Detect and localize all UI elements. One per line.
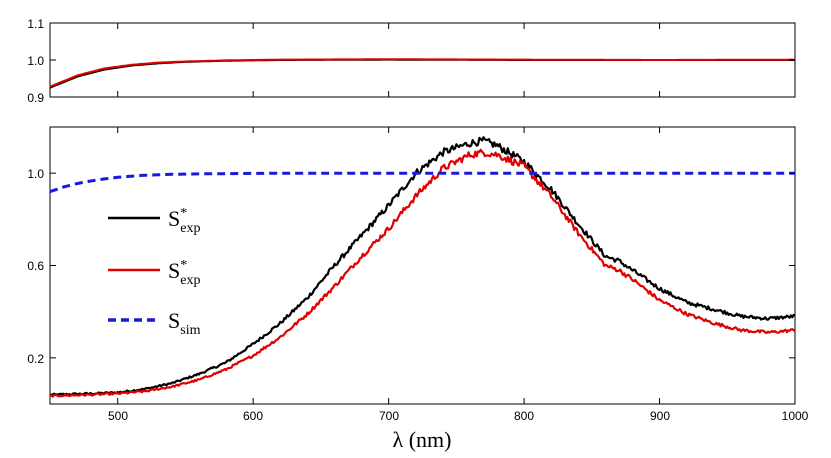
xtick-label: 1000: [782, 409, 809, 423]
xtick-label: 800: [514, 409, 534, 423]
top-series-red-line: [49, 58, 795, 88]
top-ytick-label: 1.1: [27, 17, 44, 31]
x-axis-title: λ (nm): [393, 427, 452, 452]
xtick-label: 600: [243, 409, 263, 423]
xtick-label: 500: [108, 409, 128, 423]
top-ytick-label: 1.0: [27, 54, 44, 68]
legend-label-red: S* exp: [168, 258, 200, 288]
legend-label-blue: Ssim: [168, 308, 201, 338]
top-panel: 1.1 1.0 0.9: [27, 17, 796, 105]
legend-label-black: S* exp: [168, 206, 200, 236]
top-ticks-group: [50, 22, 796, 98]
bottom-ytick-label: 0.6: [27, 259, 44, 273]
bottom-series-red-line: [49, 148, 796, 398]
top-series-black-line: [49, 58, 795, 89]
top-series-group: [49, 58, 795, 89]
bottom-ytick-label: 1.0: [27, 167, 44, 181]
bottom-series-black-line: [49, 136, 796, 397]
top-ytick-label: 0.9: [27, 91, 44, 105]
bottom-ticks-group: [50, 127, 796, 404]
bottom-series-group: [49, 136, 796, 398]
bottom-panel: 1.0 0.6 0.2 500 600 700 800 900 1000 λ (…: [27, 126, 809, 452]
legend: S* exp S* exp Ssim: [108, 206, 201, 338]
xtick-label: 900: [650, 409, 670, 423]
xtick-label: 700: [379, 409, 399, 423]
bottom-ytick-label: 0.2: [27, 352, 44, 366]
